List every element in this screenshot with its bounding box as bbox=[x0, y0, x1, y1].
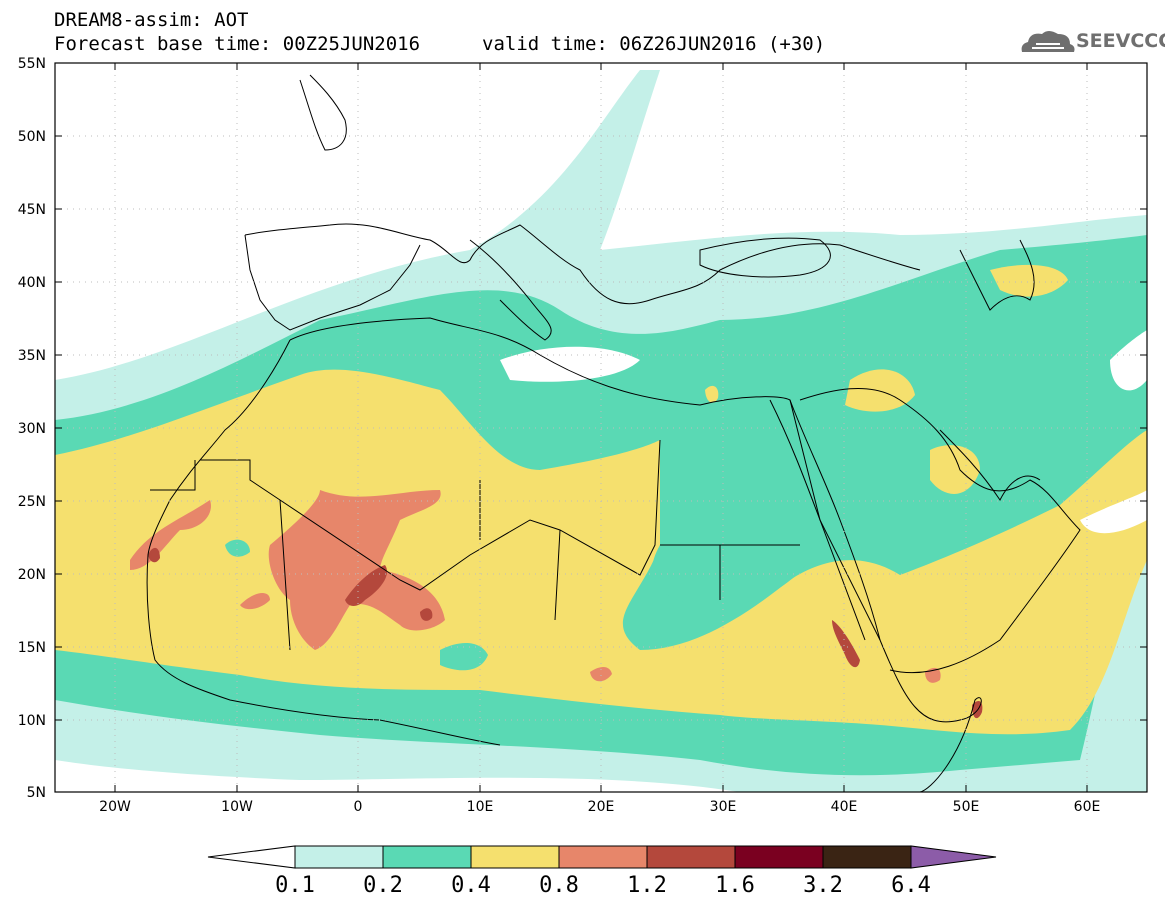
seevccc-cloud-logo bbox=[1021, 31, 1075, 52]
caspian-outline bbox=[959, 239, 1035, 311]
lon-label: 10E bbox=[467, 799, 494, 815]
lon-label: 50E bbox=[953, 799, 980, 815]
black-sea-outline bbox=[699, 237, 831, 278]
lat-label: 25N bbox=[18, 494, 46, 510]
lat-label: 15N bbox=[18, 640, 46, 656]
colorbar-swatch bbox=[558, 845, 648, 869]
colorbar-label: 0.8 bbox=[539, 873, 579, 898]
aot-clear-area-1 bbox=[500, 346, 640, 382]
colorbar-swatch bbox=[822, 845, 912, 869]
longitude-labels: 20W 10W 0 10E 20E 30E 40E 50E 60E bbox=[99, 799, 1100, 815]
lon-label: 20W bbox=[99, 799, 131, 815]
aot-patch-green-3 bbox=[225, 539, 250, 557]
colorbar-label: 0.1 bbox=[275, 873, 315, 898]
latitude-labels: 55N 50N 45N 40N 35N 30N 25N 20N 15N 10N … bbox=[18, 56, 46, 801]
italy-outline bbox=[469, 239, 552, 341]
aot-band-0.4 bbox=[55, 369, 1147, 735]
axis-ticks bbox=[55, 62, 1147, 792]
graticule bbox=[55, 63, 1147, 792]
lat-label: 20N bbox=[18, 567, 46, 583]
aot-patch-yellow-3 bbox=[930, 445, 980, 494]
lon-label: 20E bbox=[588, 799, 615, 815]
lon-label: 0 bbox=[354, 799, 363, 815]
aot-clear-area-2 bbox=[1110, 330, 1147, 391]
aot-contour-fields bbox=[55, 70, 1147, 792]
colorbar-label: 6.4 bbox=[891, 873, 931, 898]
lat-label: 5N bbox=[27, 785, 46, 801]
lon-label: 40E bbox=[831, 799, 858, 815]
colorbar-swatch-low-arrow bbox=[207, 845, 296, 869]
lat-label: 40N bbox=[18, 275, 46, 291]
iberia-outline bbox=[244, 234, 421, 331]
colorbar-swatch bbox=[734, 845, 824, 869]
aot-patch-yellow-1 bbox=[845, 369, 915, 412]
colorbar-swatch bbox=[470, 845, 560, 869]
aot-patch-yellow-4 bbox=[705, 385, 719, 403]
aot-band-1.2 bbox=[148, 547, 983, 719]
colorbar-label: 0.4 bbox=[451, 873, 491, 898]
colorbar bbox=[207, 845, 997, 869]
sahara-borders bbox=[150, 439, 800, 651]
aot-patch-green-2 bbox=[440, 643, 488, 671]
red-sea-outline bbox=[769, 399, 881, 641]
colorbar-labels: 0.1 0.2 0.4 0.8 1.2 1.6 3.2 6.4 bbox=[275, 873, 931, 898]
lon-label: 60E bbox=[1074, 799, 1101, 815]
aot-band-0.8 bbox=[130, 490, 941, 683]
colorbar-swatch bbox=[294, 845, 384, 869]
lat-label: 55N bbox=[18, 56, 46, 72]
colorbar-label: 3.2 bbox=[803, 873, 843, 898]
colorbar-label: 0.2 bbox=[363, 873, 403, 898]
lat-label: 50N bbox=[18, 129, 46, 145]
lon-label: 10W bbox=[221, 799, 253, 815]
colorbar-label: 1.6 bbox=[715, 873, 755, 898]
persian-gulf-outline bbox=[939, 429, 1041, 501]
lat-label: 10N bbox=[18, 713, 46, 729]
aot-patch-green-1 bbox=[652, 420, 813, 607]
lat-label: 35N bbox=[18, 348, 46, 364]
europe-coastline bbox=[244, 223, 921, 305]
map-title: DREAM8-assim: AOT bbox=[54, 9, 249, 31]
aot-patch-yellow-2 bbox=[990, 264, 1068, 297]
forecast-base-time: Forecast base time: 00Z25JUN2016 bbox=[54, 33, 421, 55]
arabia-outline bbox=[799, 388, 1081, 674]
valid-time: valid time: 06Z26JUN2016 (+30) bbox=[482, 33, 826, 55]
uk-outline bbox=[299, 74, 347, 151]
africa-coastline bbox=[289, 317, 982, 792]
lat-label: 30N bbox=[18, 421, 46, 437]
lon-label: 30E bbox=[710, 799, 737, 815]
logo-text: SEEVCCC bbox=[1076, 30, 1165, 52]
colorbar-label: 1.2 bbox=[627, 873, 667, 898]
lat-label: 45N bbox=[18, 202, 46, 218]
aot-clear-area-3 bbox=[1080, 490, 1147, 534]
colorbar-swatch bbox=[646, 845, 736, 869]
colorbar-swatch-high-arrow bbox=[910, 845, 997, 869]
colorbar-swatch bbox=[382, 845, 472, 869]
